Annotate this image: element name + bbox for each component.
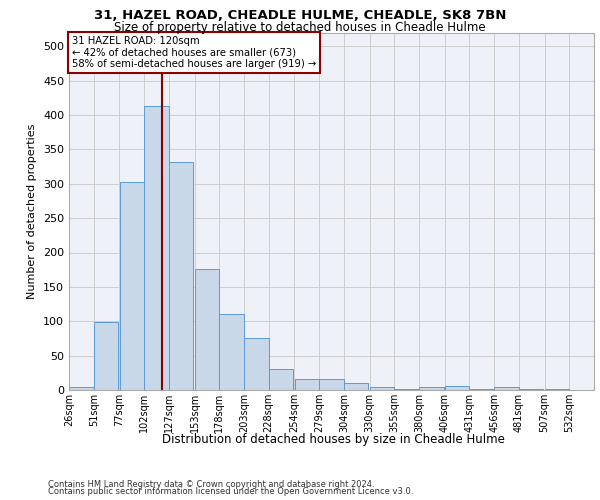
Text: Distribution of detached houses by size in Cheadle Hulme: Distribution of detached houses by size … (161, 432, 505, 446)
Text: Contains public sector information licensed under the Open Government Licence v3: Contains public sector information licen… (48, 487, 413, 496)
Bar (69, 387, 94, 390)
Text: Contains HM Land Registry data © Crown copyright and database right 2024.: Contains HM Land Registry data © Crown c… (48, 480, 374, 489)
Bar (119, 182, 144, 390)
Bar (319, 379, 344, 390)
Bar (144, 106, 169, 390)
Bar (344, 383, 368, 390)
Text: 31, HAZEL ROAD, CHEADLE HULME, CHEADLE, SK8 7BN: 31, HAZEL ROAD, CHEADLE HULME, CHEADLE, … (94, 9, 506, 22)
Bar (269, 370, 293, 390)
Bar (394, 388, 419, 390)
Text: 31 HAZEL ROAD: 120sqm
← 42% of detached houses are smaller (673)
58% of semi-det: 31 HAZEL ROAD: 120sqm ← 42% of detached … (71, 36, 316, 70)
Bar (370, 386, 394, 390)
Bar (445, 386, 469, 390)
Bar (220, 314, 244, 390)
Bar (295, 379, 319, 390)
Bar (94, 322, 118, 390)
Bar (195, 269, 219, 390)
Bar (494, 387, 519, 390)
Text: Size of property relative to detached houses in Cheadle Hulme: Size of property relative to detached ho… (114, 21, 486, 34)
Bar (419, 387, 443, 390)
Bar (244, 338, 269, 390)
Bar (169, 162, 193, 390)
Y-axis label: Number of detached properties: Number of detached properties (28, 124, 37, 299)
